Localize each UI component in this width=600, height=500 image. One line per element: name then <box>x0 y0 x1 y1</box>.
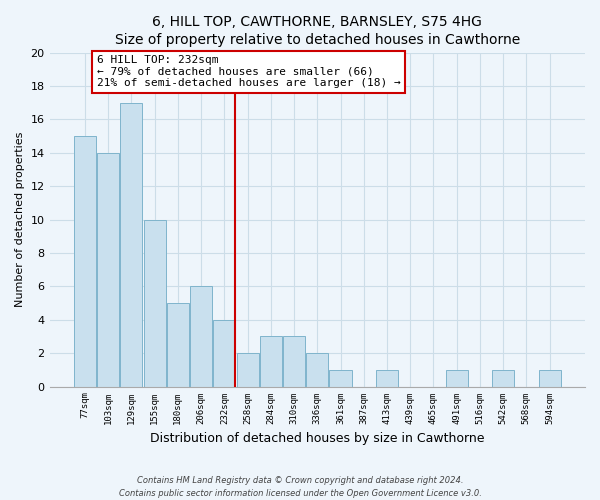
Text: Contains HM Land Registry data © Crown copyright and database right 2024.
Contai: Contains HM Land Registry data © Crown c… <box>119 476 481 498</box>
Bar <box>260 336 282 386</box>
Bar <box>492 370 514 386</box>
Bar <box>167 303 189 386</box>
Bar <box>446 370 468 386</box>
Bar <box>306 353 328 386</box>
Bar <box>74 136 96 386</box>
Y-axis label: Number of detached properties: Number of detached properties <box>15 132 25 308</box>
Bar <box>143 220 166 386</box>
Bar <box>121 103 142 387</box>
Bar <box>213 320 235 386</box>
Title: 6, HILL TOP, CAWTHORNE, BARNSLEY, S75 4HG
Size of property relative to detached : 6, HILL TOP, CAWTHORNE, BARNSLEY, S75 4H… <box>115 15 520 48</box>
Bar <box>376 370 398 386</box>
Bar <box>283 336 305 386</box>
Bar <box>329 370 352 386</box>
Text: 6 HILL TOP: 232sqm
← 79% of detached houses are smaller (66)
21% of semi-detache: 6 HILL TOP: 232sqm ← 79% of detached hou… <box>97 55 400 88</box>
Bar <box>190 286 212 386</box>
X-axis label: Distribution of detached houses by size in Cawthorne: Distribution of detached houses by size … <box>150 432 485 445</box>
Bar <box>236 353 259 386</box>
Bar <box>539 370 560 386</box>
Bar <box>97 153 119 386</box>
